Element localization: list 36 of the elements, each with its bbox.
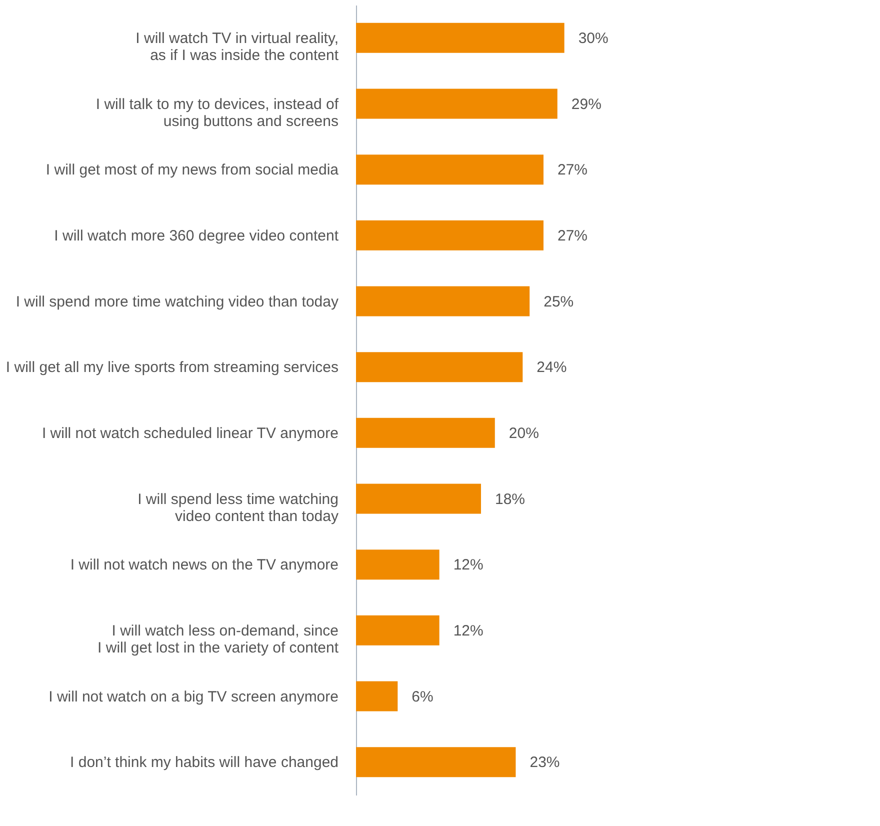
- y-tick-label: I will talk to my to devices, instead of using buttons and screens: [96, 96, 340, 130]
- data-label: 25%: [544, 293, 574, 310]
- y-tick-label: I will not watch on a big TV screen anymore: [48, 688, 338, 706]
- y-tick-label: I will get most of my news from social media: [46, 162, 340, 179]
- data-label: 23%: [530, 754, 560, 772]
- bar: [356, 747, 516, 778]
- data-label: 6%: [412, 688, 434, 706]
- data-label: 24%: [536, 359, 567, 376]
- bar: [356, 352, 523, 382]
- y-tick-label: I will get all my live sports from streaming services: [6, 359, 338, 376]
- data-label: 12%: [453, 556, 484, 574]
- data-label: 27%: [558, 227, 588, 244]
- y-tick-label: I don’t think my habits will have changed: [70, 754, 338, 772]
- bar: [356, 615, 440, 646]
- data-label: 29%: [571, 96, 602, 113]
- data-label: 27%: [558, 162, 588, 179]
- y-tick-label: I will not watch scheduled linear TV anymore: [42, 424, 338, 442]
- y-tick-label: I will watch less on-demand, since I will get lost in the variety of content: [98, 622, 340, 656]
- bar: [356, 286, 530, 316]
- bar: [356, 484, 481, 514]
- bar: [356, 154, 544, 185]
- bar: [356, 22, 564, 53]
- bar: [356, 550, 440, 580]
- y-tick-label: I will spend more time watching video than today: [16, 293, 339, 310]
- data-label: 18%: [495, 490, 526, 508]
- bar: [356, 220, 544, 250]
- bar: [356, 88, 558, 119]
- data-label: 30%: [578, 30, 608, 47]
- bar: [356, 681, 398, 712]
- data-label: 12%: [453, 622, 484, 640]
- y-tick-label: I will watch more 360 degree video content: [54, 227, 340, 244]
- bar: [356, 418, 495, 448]
- y-tick-label: I will not watch news on the TV anymore: [70, 556, 338, 574]
- data-label: 20%: [508, 424, 539, 442]
- y-tick-label: I will watch TV in virtual reality, as if I was inside the content: [136, 30, 340, 64]
- y-tick-label: I will spend less time watching video content than today: [138, 490, 339, 525]
